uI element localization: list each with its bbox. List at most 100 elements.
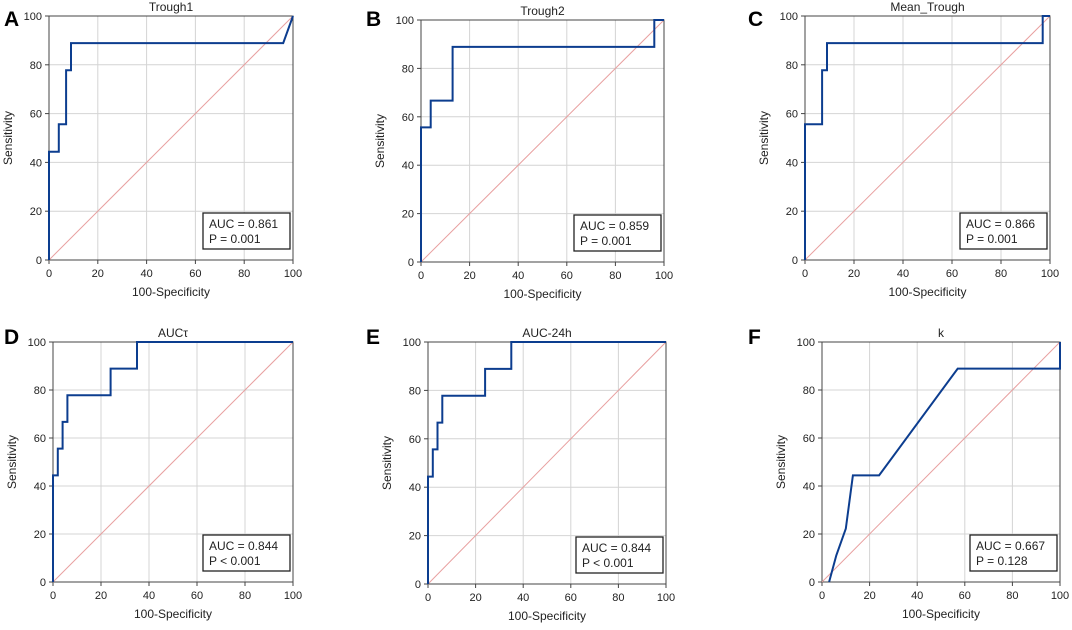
x-tick-label: 20 — [95, 590, 107, 602]
y-axis-label: Sensitivity — [380, 436, 394, 490]
y-tick-label: 20 — [409, 531, 421, 543]
x-tick-label: 80 — [995, 268, 1007, 280]
auc-value: AUC = 0.844 — [582, 541, 651, 555]
y-tick-label: 80 — [402, 63, 414, 75]
y-tick-label: 100 — [780, 11, 798, 23]
x-tick-label: 20 — [463, 270, 475, 282]
x-tick-label: 0 — [46, 268, 52, 280]
x-tick-label: 0 — [819, 590, 825, 602]
x-tick-label: 0 — [425, 592, 431, 604]
roc-curve — [52, 341, 293, 582]
x-axis-label: 100-Specificity — [508, 609, 586, 623]
auc-box — [202, 534, 291, 572]
panel-title: Trough2 — [520, 4, 565, 18]
x-tick-label: 60 — [946, 268, 958, 280]
x-tick-label: 40 — [517, 592, 529, 604]
y-axis-label: Sensitivity — [5, 435, 19, 489]
y-axis-label: Sensitivity — [373, 114, 387, 168]
auc-box — [969, 534, 1058, 572]
x-tick-label: 100 — [284, 268, 302, 280]
x-tick-label: 40 — [897, 268, 909, 280]
y-tick-label: 60 — [409, 434, 421, 446]
panel-letter: F — [748, 326, 761, 349]
x-tick-label: 20 — [848, 268, 860, 280]
y-tick-label: 20 — [786, 206, 798, 218]
y-tick-label: 60 — [803, 433, 815, 445]
x-tick-label: 80 — [238, 268, 250, 280]
x-tick-label: 100 — [1051, 590, 1069, 602]
y-tick-label: 20 — [34, 529, 46, 541]
panel-title: AUC-24h — [522, 326, 571, 340]
roc-curve — [804, 15, 1050, 260]
x-tick-label: 80 — [1006, 590, 1018, 602]
roc-curve — [420, 19, 664, 262]
y-tick-label: 0 — [415, 579, 421, 591]
y-tick-label: 0 — [408, 257, 414, 269]
y-tick-label: 0 — [809, 577, 815, 589]
x-tick-label: 100 — [284, 590, 302, 602]
auc-value: AUC = 0.667 — [976, 539, 1045, 553]
y-tick-label: 40 — [409, 482, 421, 494]
auc-box — [959, 212, 1048, 250]
x-axis-label: 100-Specificity — [503, 287, 581, 301]
y-tick-label: 80 — [30, 60, 42, 72]
y-tick-label: 80 — [786, 60, 798, 72]
y-axis-label: Sensitivity — [774, 435, 788, 489]
y-tick-label: 40 — [402, 160, 414, 172]
y-tick-label: 80 — [34, 385, 46, 397]
auc-box — [202, 212, 291, 250]
y-tick-label: 0 — [36, 255, 42, 267]
y-tick-label: 0 — [40, 577, 46, 589]
x-tick-label: 60 — [191, 590, 203, 602]
auc-value: AUC = 0.859 — [580, 219, 649, 233]
roc-curve — [828, 342, 1061, 583]
x-tick-label: 20 — [92, 268, 104, 280]
p-value: P = 0.001 — [580, 234, 632, 248]
panel-letter: B — [366, 8, 381, 31]
x-tick-label: 60 — [189, 268, 201, 280]
auc-value: AUC = 0.844 — [209, 539, 278, 553]
y-tick-label: 100 — [797, 337, 815, 349]
p-value: P < 0.001 — [209, 554, 261, 568]
roc-curve — [427, 341, 666, 584]
panel-letter: A — [4, 8, 19, 31]
x-axis-label: 100-Specificity — [888, 285, 966, 299]
auc-value: AUC = 0.866 — [966, 217, 1035, 231]
y-tick-label: 20 — [402, 209, 414, 221]
y-tick-label: 40 — [30, 157, 42, 169]
panel-letter: D — [4, 326, 19, 349]
roc-curve — [48, 15, 294, 260]
reference-diagonal — [52, 341, 294, 583]
x-tick-label: 20 — [863, 590, 875, 602]
y-tick-label: 100 — [24, 11, 42, 23]
x-tick-label: 20 — [469, 592, 481, 604]
p-value: P = 0.128 — [976, 554, 1028, 568]
x-tick-label: 40 — [512, 270, 524, 282]
y-tick-label: 40 — [786, 157, 798, 169]
y-tick-label: 20 — [803, 529, 815, 541]
x-tick-label: 60 — [959, 590, 971, 602]
x-tick-label: 40 — [143, 590, 155, 602]
reference-diagonal — [427, 341, 667, 585]
y-tick-label: 0 — [792, 255, 798, 267]
y-tick-label: 60 — [34, 433, 46, 445]
p-value: P < 0.001 — [582, 556, 634, 570]
panel-title: k — [938, 326, 945, 340]
y-tick-label: 60 — [402, 112, 414, 124]
y-tick-label: 80 — [803, 385, 815, 397]
panel-letter: E — [366, 326, 380, 349]
x-tick-label: 0 — [418, 270, 424, 282]
y-tick-label: 20 — [30, 206, 42, 218]
auc-box — [575, 536, 664, 574]
p-value: P = 0.001 — [966, 232, 1018, 246]
plot-frame — [48, 15, 294, 261]
reference-diagonal — [420, 19, 665, 263]
x-axis-label: 100-Specificity — [902, 607, 980, 621]
x-tick-label: 100 — [1041, 268, 1059, 280]
auc-value: AUC = 0.861 — [209, 217, 278, 231]
